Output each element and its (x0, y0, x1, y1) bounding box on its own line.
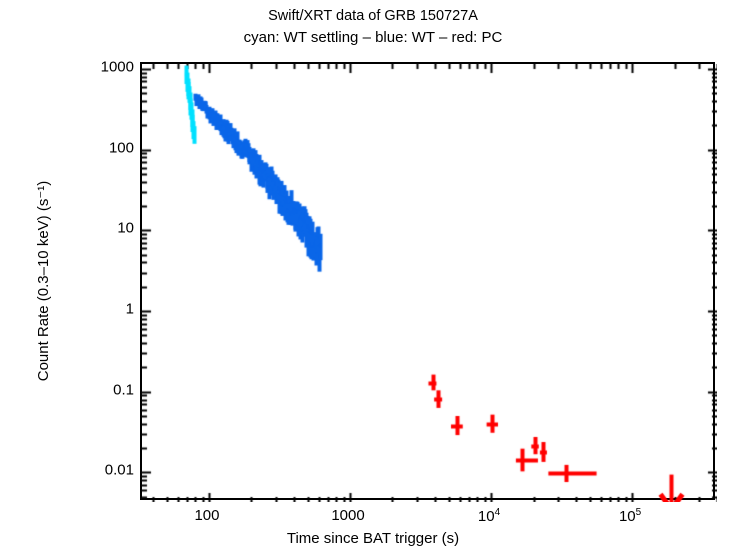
x-tick-label-3: 105 (618, 507, 642, 525)
y-tick-label-2: 10 (117, 219, 134, 237)
page-title: Swift/XRT data of GRB 150727A (268, 8, 478, 24)
x-tick-label-1: 1000 (331, 507, 365, 524)
y-tick-label-5: 0.01 (104, 461, 134, 479)
x-tick-label-0: 100 (194, 507, 220, 524)
legend-subtitle: cyan: WT settling – blue: WT – red: PC (243, 29, 503, 46)
x-axis-label: Time since BAT trigger (s) (286, 530, 460, 547)
y-tick-label-0: 1000 (100, 58, 134, 76)
y-tick-label-1: 100 (108, 139, 134, 157)
y-axis-label: Count Rate (0.3–10 keV) (s⁻¹) (35, 180, 52, 382)
y-tick-label-4: 0.1 (113, 381, 134, 399)
x-tick-label-2: 104 (477, 507, 501, 525)
x-axis-tick-labels: 100 1000 104 105 (140, 505, 715, 529)
plot-area (140, 62, 717, 502)
y-tick-label-3: 1 (125, 300, 134, 318)
light-curve-canvas (142, 64, 717, 502)
y-axis-tick-labels: 1000 100 10 1 0.1 0.01 (58, 58, 134, 500)
